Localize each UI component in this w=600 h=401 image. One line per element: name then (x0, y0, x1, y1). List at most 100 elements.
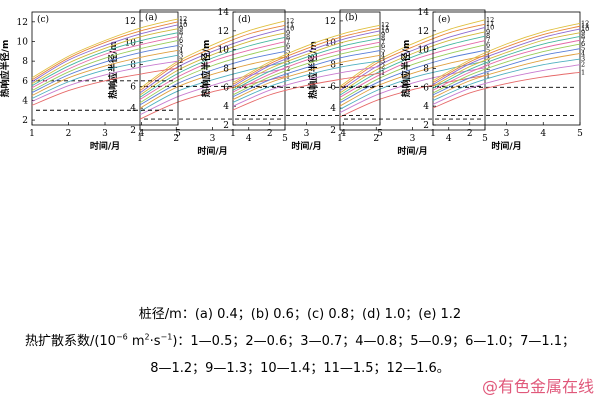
series-label-5: 5 (286, 47, 290, 55)
series-line-3 (432, 58, 581, 101)
series-label-11: 11 (486, 20, 494, 28)
series-label-4: 4 (381, 51, 385, 59)
series-line-11 (339, 23, 486, 89)
series-label-2: 2 (286, 65, 290, 73)
series-label-4: 4 (286, 53, 290, 61)
series-line-10 (139, 28, 286, 94)
series-line-11 (232, 27, 381, 85)
x-tick-label: 3 (304, 129, 310, 139)
y-tick-label: 8 (330, 61, 336, 71)
series-label-4: 4 (179, 46, 183, 54)
series-label-12: 12 (486, 16, 494, 24)
series-label-1: 1 (381, 69, 385, 77)
series-line-5 (232, 50, 381, 98)
series-label-3: 3 (486, 57, 490, 65)
series-line-4 (339, 55, 486, 107)
watermark: @有色金属在线 (481, 377, 594, 396)
series-line-7 (232, 41, 381, 93)
y-tick-label: 12 (325, 17, 336, 27)
y-tick-label: 14 (418, 8, 430, 18)
x-tick-label: 1 (230, 129, 236, 139)
series-label-2: 2 (179, 57, 183, 65)
x-tick-label: 4 (446, 134, 452, 144)
series-line-2 (339, 67, 486, 113)
series-label-7: 7 (486, 37, 490, 45)
series-label-11: 11 (286, 21, 294, 29)
series-line-12 (432, 22, 581, 82)
series-line-6 (139, 45, 286, 104)
series-line-7 (432, 39, 581, 91)
series-label-10: 10 (381, 27, 389, 35)
caption-diffusivity-1-exp1: −6 (115, 332, 128, 342)
series-line-2 (31, 60, 179, 102)
y-tick-label: 8 (22, 57, 28, 67)
chart-d: 1 2 3 4 52468101214时间/月热响应半径/m(d)12345678910… (200, 8, 389, 152)
series-label-8: 8 (486, 32, 490, 40)
caption-pile-diameter: 桩径/m：(a) 0.4；(b) 0.6；(c) 0.8；(d) 1.0；(e)… (138, 307, 462, 322)
x-tick-label: 2 (66, 129, 72, 139)
series-label-10: 10 (486, 23, 494, 31)
series-label-3: 3 (179, 51, 183, 59)
series-line-4 (139, 56, 286, 109)
series-line-6 (31, 40, 179, 92)
series-label-7: 7 (179, 33, 183, 41)
series-label-11: 11 (581, 22, 589, 30)
series-label-6: 6 (381, 42, 385, 50)
x-axis-label: 时间/月 (197, 145, 227, 157)
series-label-5: 5 (486, 46, 490, 54)
series-line-9 (31, 28, 179, 85)
series-label-10: 10 (581, 25, 589, 33)
series-line-8 (139, 36, 286, 98)
y-tick-label: 12 (125, 17, 136, 27)
y-tick-label: 12 (418, 27, 429, 37)
x-tick-label: 1 (137, 134, 143, 144)
series-line-6 (432, 43, 581, 94)
series-line-9 (432, 32, 581, 87)
series-line-3 (31, 54, 179, 99)
series-label-3: 3 (381, 57, 385, 65)
y-axis-label: 热响应半径/m (307, 41, 319, 99)
y-axis-label: 热响应半径/m (200, 40, 212, 98)
series-label-12: 12 (381, 21, 389, 29)
series-label-9: 9 (486, 28, 490, 36)
x-tick-label: 5 (377, 129, 383, 139)
series-label-7: 7 (581, 36, 585, 44)
y-tick-label: 4 (130, 104, 136, 114)
y-tick-label: 10 (218, 46, 230, 56)
series-line-10 (31, 24, 179, 83)
x-tick-label: 5 (577, 129, 583, 139)
series-line-10 (232, 30, 381, 87)
series-label-3: 3 (286, 58, 290, 66)
y-tick-label: 6 (223, 83, 229, 93)
series-label-8: 8 (179, 29, 183, 37)
series-label-4: 4 (581, 49, 585, 57)
x-tick-label: 4 (246, 134, 252, 144)
series-label-11: 11 (179, 18, 187, 26)
y-tick-label: 4 (330, 104, 336, 114)
series-line-4 (432, 52, 581, 99)
y-tick-label: 8 (223, 65, 229, 75)
series-line-1 (139, 76, 286, 120)
series-line-7 (339, 40, 486, 98)
series-label-5: 5 (179, 41, 183, 49)
series-line-11 (432, 25, 581, 84)
panel-label: (c) (37, 14, 49, 25)
caption-diffusivity-1-mid: m (127, 334, 145, 349)
series-line-10 (339, 27, 486, 92)
x-tick-label: 3 (410, 134, 416, 144)
series-label-12: 12 (179, 15, 187, 23)
series-line-9 (232, 34, 381, 89)
series-label-10: 10 (286, 25, 294, 33)
panel-e: 1 2 3 4 5 2 4 6 8 10 12 14 时间/月 热响应半径/m (e) 1 2 3 4 5 6 7 8 9 10… (400, 8, 600, 305)
x-tick-label: 4 (540, 129, 546, 139)
series-label-8: 8 (581, 32, 585, 40)
series-line-6 (339, 44, 486, 101)
y-tick-label: 6 (423, 83, 429, 93)
x-tick-label: 4 (340, 129, 346, 139)
series-line-9 (339, 31, 486, 94)
series-line-8 (31, 32, 179, 87)
series-line-12 (232, 24, 381, 84)
series-label-8: 8 (381, 34, 385, 42)
panel-d: 1 2 3 4 5 2 4 6 8 10 12 14 时间/月 热响应半径/m (d) 1 2 3 4 5 6 7 8 9 10… (200, 8, 400, 305)
